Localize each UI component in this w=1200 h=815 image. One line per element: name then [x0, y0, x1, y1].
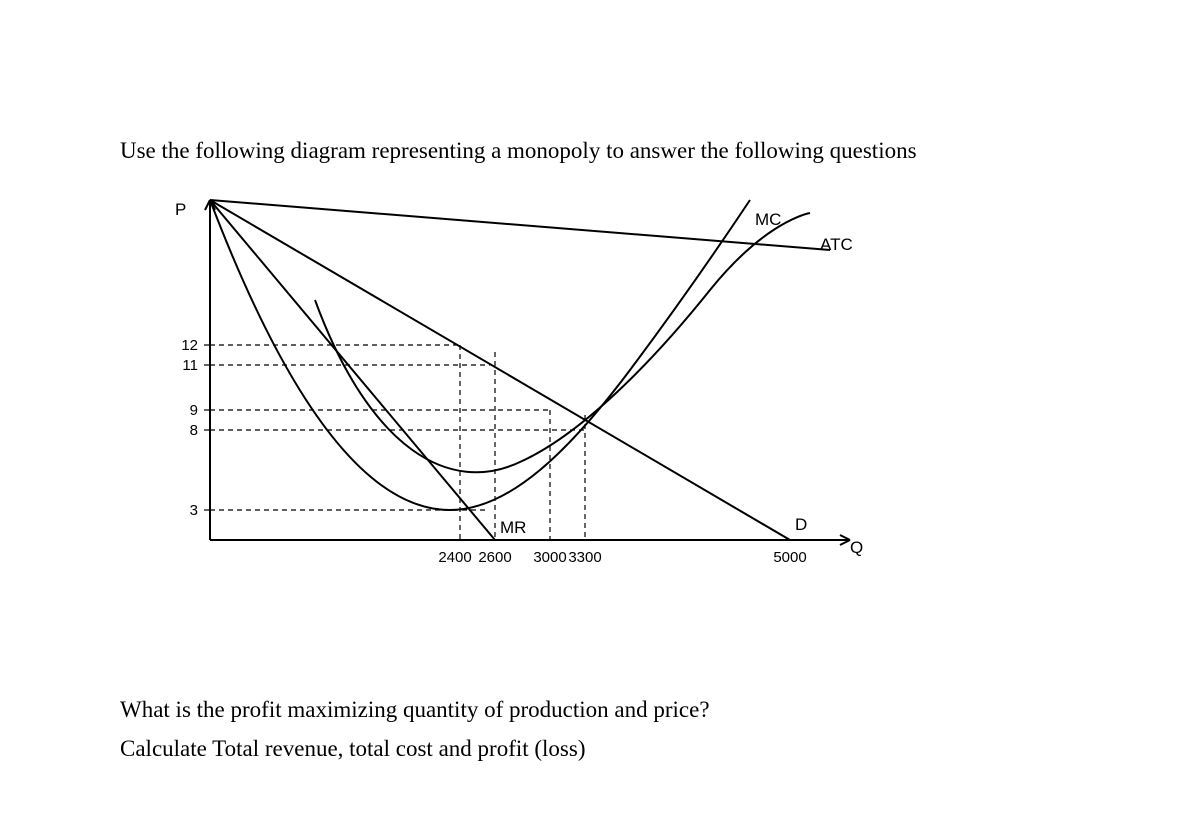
chart-svg: 12 11 9 8 3 2400 2600 30003300 5000 P Q MC ATC MR D	[150, 190, 890, 590]
x-tick-label: 2600	[478, 549, 511, 566]
mc-label: MC	[755, 210, 781, 229]
mr-label: MR	[500, 518, 526, 537]
atc-curve	[315, 213, 810, 472]
page: Use the following diagram representing a…	[0, 0, 1200, 815]
x-tick-label: 2400	[438, 549, 471, 566]
y-tick-label: 8	[190, 422, 198, 439]
x-tick-label: 3300	[568, 549, 601, 566]
y-tick-label: 12	[181, 337, 198, 354]
demand-curve	[210, 200, 790, 540]
question-2: Calculate Total revenue, total cost and …	[120, 729, 1090, 768]
y-tick-label: 11	[182, 357, 198, 374]
prompt-text: Use the following diagram representing a…	[120, 135, 1090, 166]
upper-line	[210, 200, 830, 250]
d-label: D	[795, 515, 807, 534]
x-tick-label: 3000	[533, 549, 566, 566]
atc-label: ATC	[820, 235, 853, 254]
questions-block: What is the profit maximizing quantity o…	[120, 690, 1090, 768]
x-tick-label: 5000	[773, 549, 806, 566]
question-1: What is the profit maximizing quantity o…	[120, 690, 1090, 729]
mr-curve	[210, 200, 495, 540]
y-axis-label: P	[175, 200, 186, 219]
monopoly-diagram: 12 11 9 8 3 2400 2600 30003300 5000 P Q MC ATC MR D	[150, 190, 890, 590]
y-tick-label: 3	[190, 502, 198, 519]
x-axis-label: Q	[850, 538, 863, 557]
y-tick-label: 9	[190, 402, 198, 419]
